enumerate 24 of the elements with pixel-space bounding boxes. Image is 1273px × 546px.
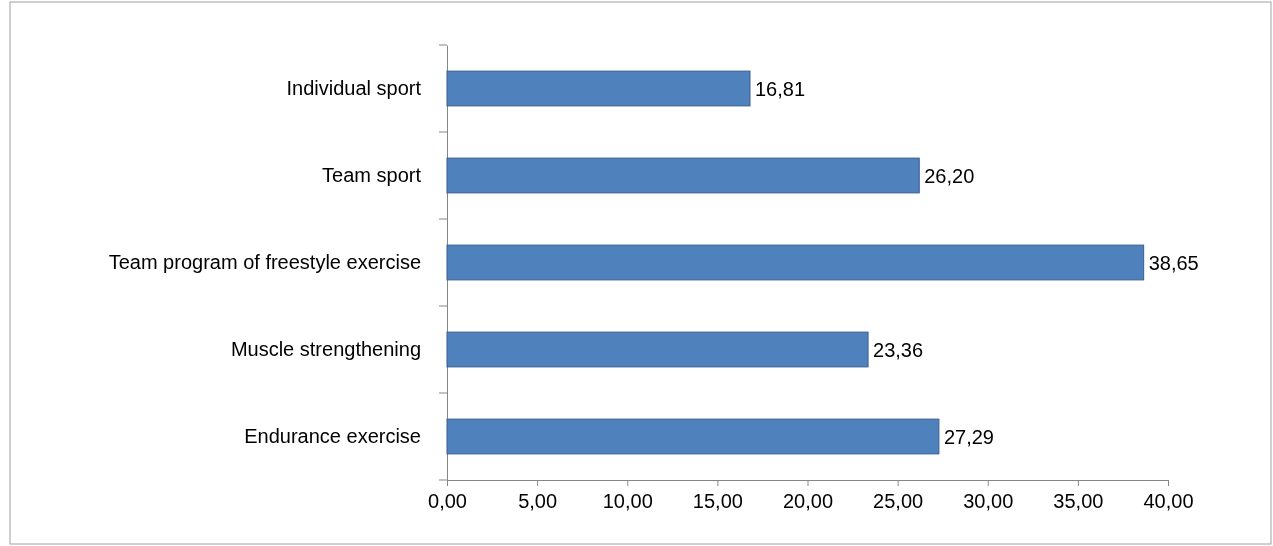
x-tick-label: 35,00 xyxy=(1053,490,1104,513)
data-label: 38,65 xyxy=(1148,251,1199,274)
x-tick-label: 30,00 xyxy=(963,490,1014,513)
x-tick-label: 0,00 xyxy=(428,490,467,513)
x-tick-label: 15,00 xyxy=(692,490,743,513)
y-tick-label: Individual sport xyxy=(286,76,422,99)
x-tick-label: 10,00 xyxy=(602,490,653,513)
bar xyxy=(446,157,920,194)
data-label: 23,36 xyxy=(873,338,924,361)
data-label: 26,20 xyxy=(924,164,975,187)
bar xyxy=(446,418,940,455)
x-tick-label: 25,00 xyxy=(873,490,924,513)
y-tick-label: Endurance exercise xyxy=(244,424,421,447)
bar xyxy=(446,331,869,368)
data-label: 27,29 xyxy=(943,425,994,448)
y-tick-label: Muscle strengthening xyxy=(230,337,421,360)
bar xyxy=(446,244,1145,281)
y-tick-label: Team sport xyxy=(322,163,422,186)
x-tick-label: 20,00 xyxy=(782,490,834,513)
data-label: 16,81 xyxy=(755,77,806,100)
y-tick-label: Team program of freestyle exercise xyxy=(108,250,421,273)
x-tick-label: 5,00 xyxy=(518,490,558,513)
bar xyxy=(446,70,751,107)
x-tick-label: 40,00 xyxy=(1143,490,1194,513)
